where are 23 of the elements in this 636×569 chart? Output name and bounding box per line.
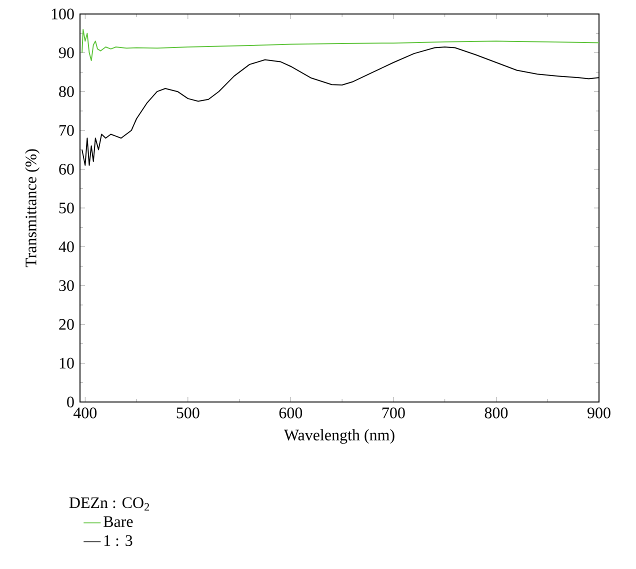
y-tick-label: 0	[67, 396, 74, 408]
y-tick-label: 90	[58, 47, 74, 58]
x-tick-label: 700	[382, 408, 405, 418]
y-tick-label: 30	[59, 280, 74, 291]
y-tick-label: 70	[60, 125, 74, 136]
y-tick-label: 60	[59, 164, 74, 175]
legend-label: 1 : 3	[104, 535, 132, 546]
y-axis-title: Transmittance (%)	[25, 149, 40, 268]
line-series	[82, 29, 600, 62]
x-axis-title: Wavelength (nm)	[284, 429, 394, 444]
y-tick-label: 100	[52, 8, 74, 20]
x-tick-label: 900	[588, 408, 610, 418]
legend-title: DEZn : CO$_{2}$	[69, 497, 150, 511]
y-tick-label: 50	[59, 202, 74, 214]
x-tick-label: 500	[176, 408, 200, 418]
x-tick-label: 600	[279, 408, 302, 418]
y-tick-label: 40	[58, 241, 74, 252]
legend-label: Bare	[104, 516, 133, 527]
y-tick-label: 20	[59, 319, 74, 330]
y-tick-label: 10	[60, 358, 74, 369]
y-tick-label: 80	[59, 86, 74, 97]
x-tick-label: 800	[484, 408, 508, 418]
x-tick-label: 400	[73, 408, 97, 418]
